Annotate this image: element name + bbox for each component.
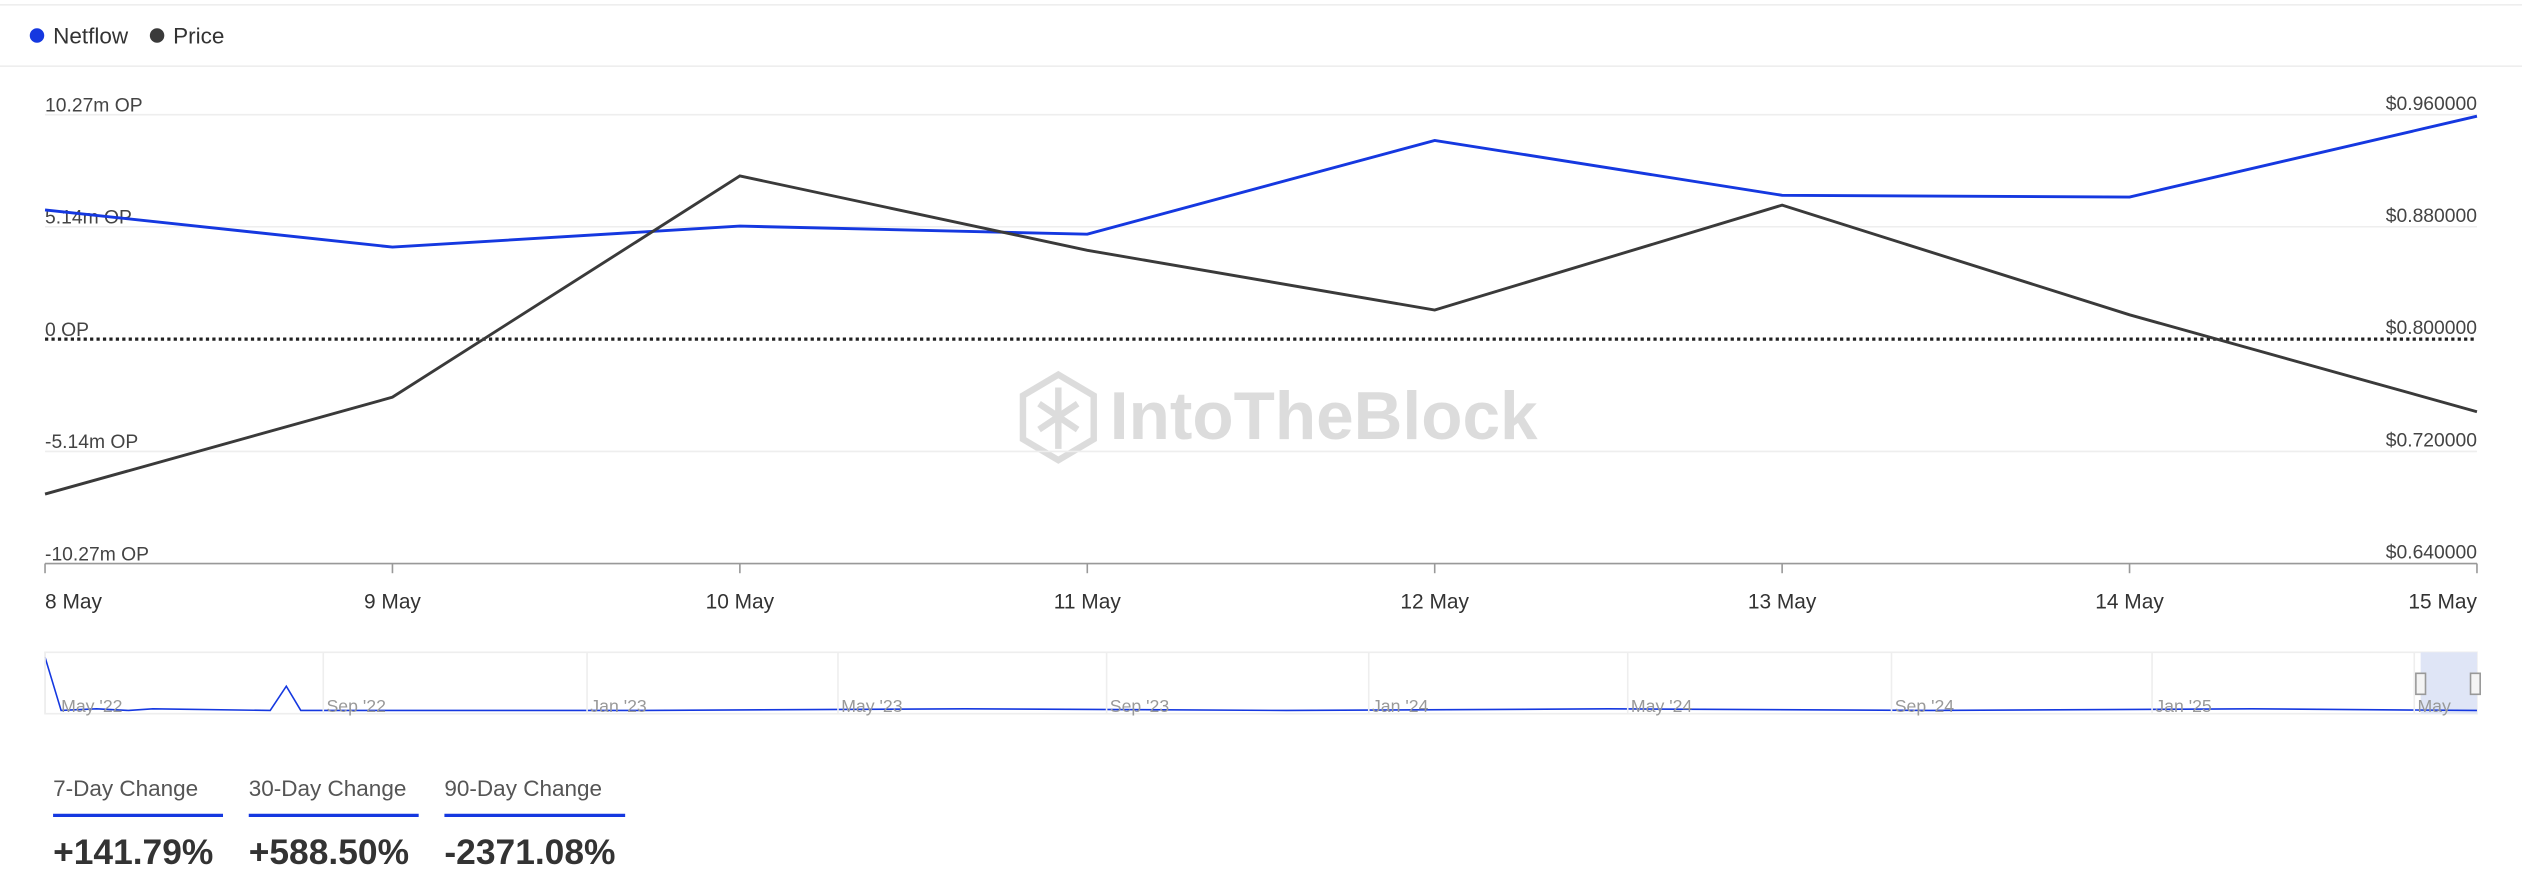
navigator-label: May — [2417, 696, 2451, 716]
x-tick-label: 8 May — [45, 591, 102, 614]
legend-marker — [149, 28, 165, 43]
y-tick-label: 0 OP — [45, 320, 89, 341]
watermark: IntoTheBlock — [1019, 370, 1538, 464]
legend-marker — [29, 28, 45, 43]
change-value: +141.79% — [53, 832, 213, 872]
navigator-label: Sep '23 — [1110, 696, 1170, 716]
navigator-label: May '24 — [1631, 696, 1693, 716]
navigator-label: Sep '24 — [1895, 696, 1955, 716]
y2-tick-label: $0.960000 — [2386, 94, 2477, 115]
watermark-logo — [1019, 370, 1097, 464]
change-value: -2371.08% — [444, 832, 615, 872]
x-tick-label: 9 May — [364, 591, 421, 614]
change-value: +588.50% — [249, 832, 409, 872]
navigator-line — [44, 656, 2477, 712]
x-tick-label: 11 May — [1054, 591, 1122, 614]
x-tick-label: 15 May — [2408, 591, 2477, 614]
navigator: May '22 Sep '22 Jan '23 May '23 Sep '23 Jan '… — [44, 651, 2481, 716]
y2-tick-label: $0.640000 — [2386, 543, 2477, 564]
x-tick-label: 12 May — [1400, 591, 1469, 614]
change-tab-label[interactable]: 30-Day Change — [249, 776, 407, 801]
navigator-selection[interactable] — [2420, 652, 2477, 714]
change-tab-label[interactable]: 7-Day Change — [53, 776, 198, 801]
navigator-label: Jan '25 — [2155, 696, 2212, 716]
navigator-frame — [44, 651, 2478, 715]
series-line — [44, 114, 2478, 249]
x-tick-label: 14 May — [2095, 591, 2164, 614]
y-tick-label: -10.27m OP — [45, 544, 149, 565]
x-tick-label: 13 May — [1748, 591, 1817, 614]
y2-tick-label: $0.800000 — [2386, 318, 2477, 339]
navigator-label: Jan '24 — [1372, 696, 1429, 716]
series-line — [44, 174, 2478, 496]
y2-tick-label: $0.720000 — [2386, 430, 2477, 451]
navigator-handle[interactable] — [2469, 672, 2481, 696]
watermark-text: IntoTheBlock — [1110, 379, 1538, 454]
x-tick-label: 10 May — [706, 591, 775, 614]
navigator-label: Jan '23 — [590, 696, 647, 716]
navigator-label: Sep '22 — [327, 696, 386, 716]
y-tick-label: -5.14m OP — [45, 432, 138, 453]
navigator-label: May '22 — [61, 696, 122, 716]
navigator-handle[interactable] — [2415, 672, 2427, 696]
y2-tick-label: $0.880000 — [2386, 206, 2477, 227]
navigator-label: May '23 — [841, 696, 903, 716]
y-tick-label: 10.27m OP — [45, 95, 143, 116]
legend-label[interactable]: Price — [173, 24, 224, 49]
legend-label[interactable]: Netflow — [53, 24, 129, 49]
change-tab-label[interactable]: 90-Day Change — [444, 776, 602, 801]
